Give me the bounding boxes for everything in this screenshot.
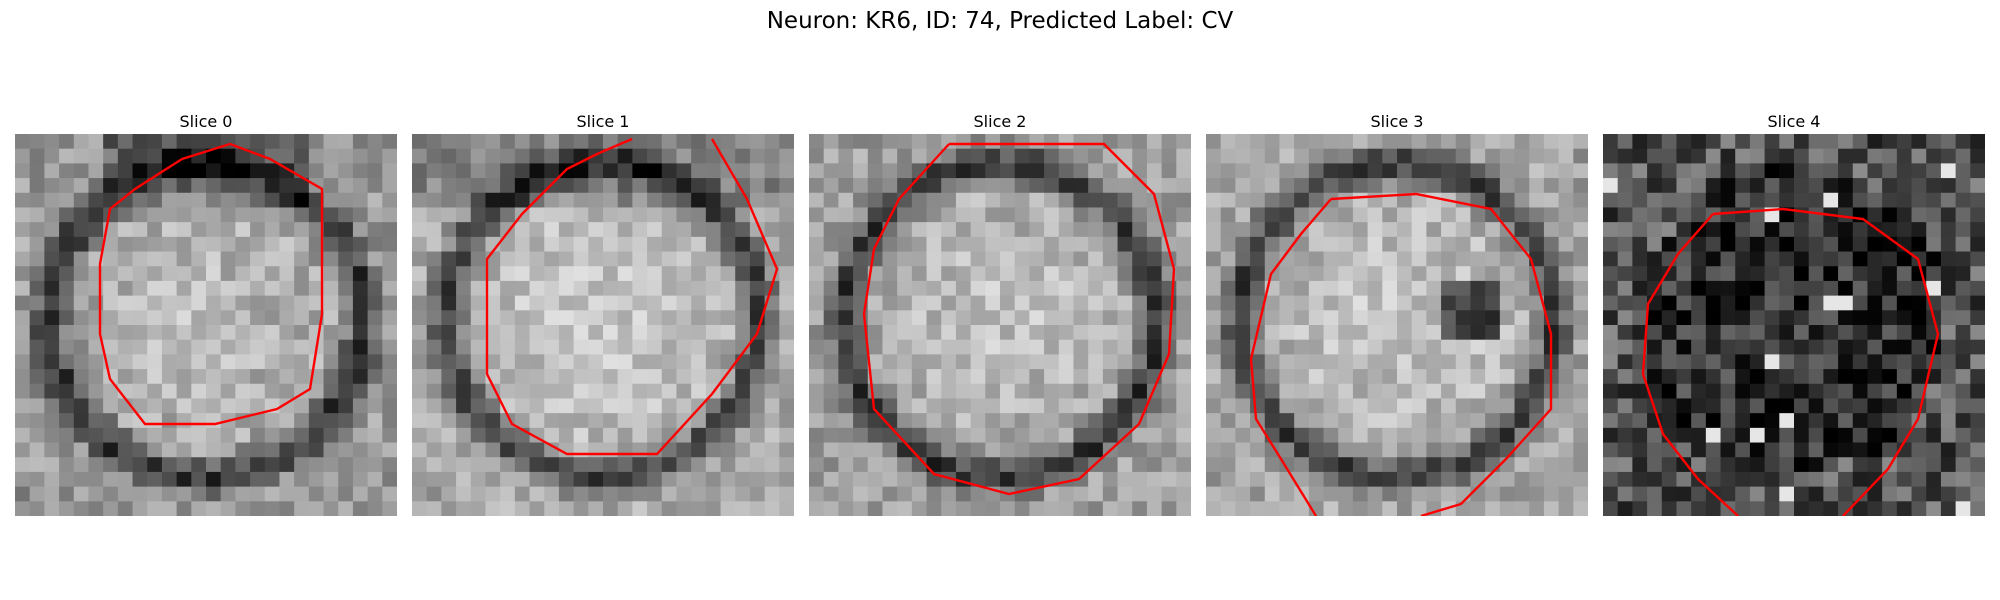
- slice-title: Slice 0: [15, 110, 397, 134]
- slice-image: [412, 134, 794, 516]
- slice-title: Slice 2: [809, 110, 1191, 134]
- slice-panel-1: Slice 1: [412, 110, 794, 516]
- slice-panel-2: Slice 2: [809, 110, 1191, 516]
- slice-image: [15, 134, 397, 516]
- slice-panel-0: Slice 0: [15, 110, 397, 516]
- slice-panel-3: Slice 3: [1206, 110, 1588, 516]
- slice-title: Slice 3: [1206, 110, 1588, 134]
- slice-title: Slice 4: [1603, 110, 1985, 134]
- slice-image: [1206, 134, 1588, 516]
- figure-title: Neuron: KR6, ID: 74, Predicted Label: CV: [0, 8, 2000, 34]
- slice-title: Slice 1: [412, 110, 794, 134]
- slice-image: [809, 134, 1191, 516]
- slice-panel-4: Slice 4: [1603, 110, 1985, 516]
- slice-image: [1603, 134, 1985, 516]
